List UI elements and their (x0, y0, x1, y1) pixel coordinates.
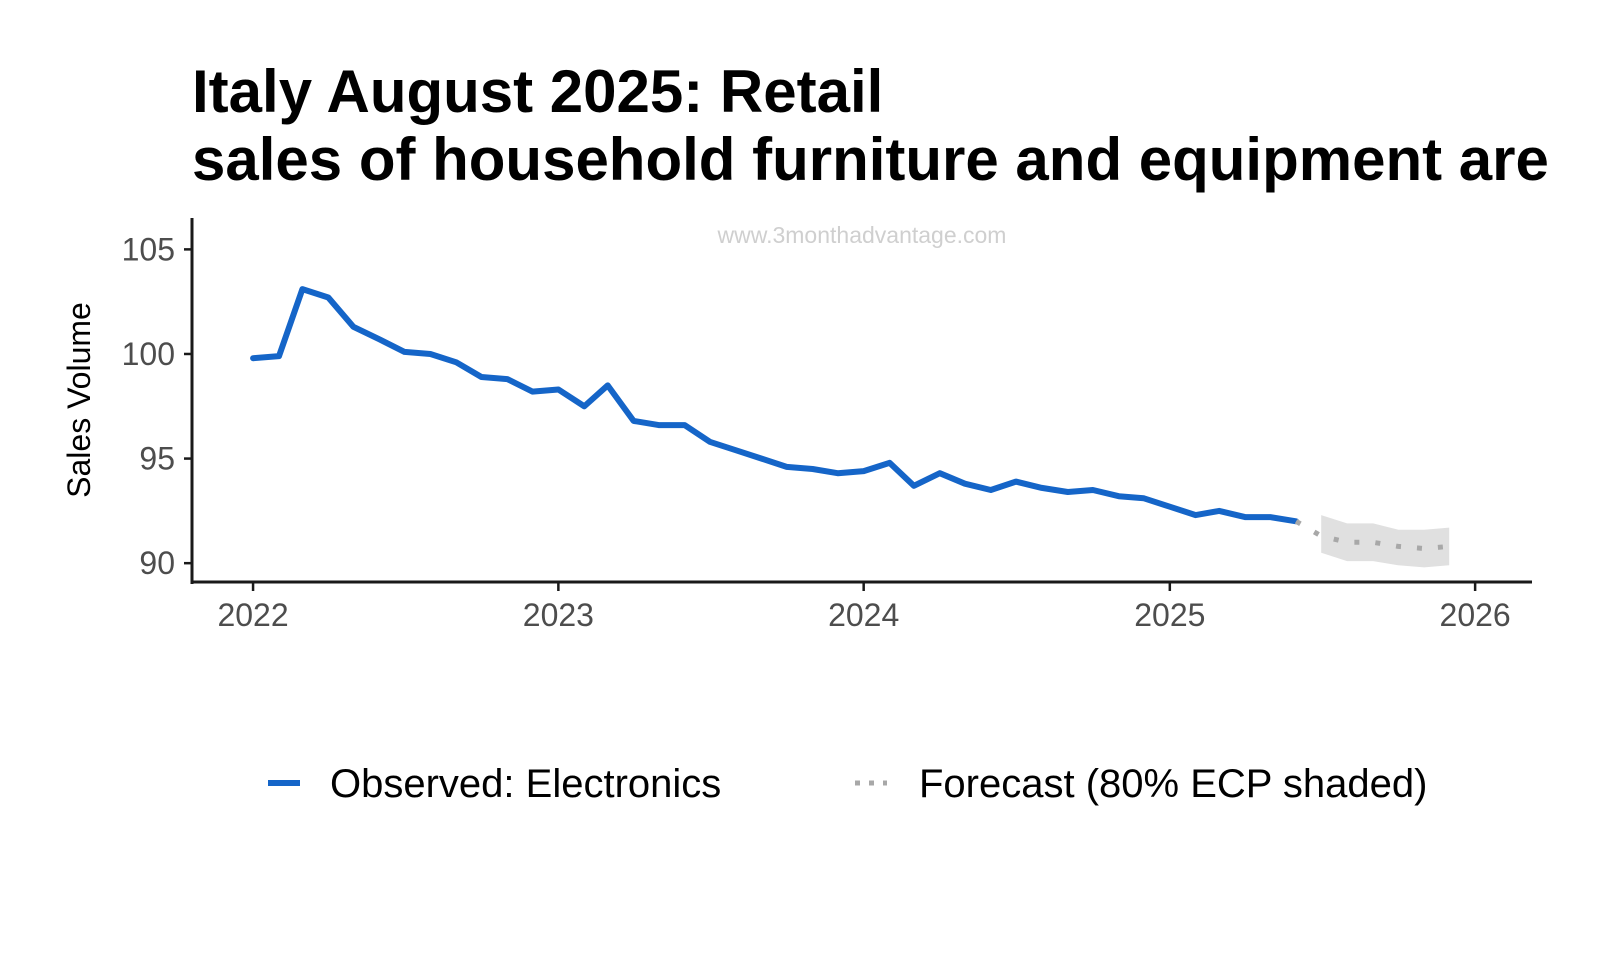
x-tick-label: 2025 (1134, 597, 1205, 633)
legend-label-observed: Observed: Electronics (330, 762, 721, 806)
y-axis-title: Sales Volume (61, 302, 97, 498)
x-tick-label: 2023 (523, 597, 594, 633)
chart-title-line-2: sales of household furniture and equipme… (192, 126, 1549, 193)
x-tick-label: 2024 (828, 597, 899, 633)
x-axis: 2022 2023 2024 2025 2026 (190, 580, 1532, 633)
series-line-observed (250, 286, 1300, 525)
plot-area (250, 286, 1450, 568)
x-tick-label: 2022 (217, 597, 288, 633)
y-tick-label: 100 (122, 336, 175, 372)
y-axis: 90 95 100 105 (122, 218, 194, 584)
legend-label-forecast: Forecast (80% ECP shaded) (919, 762, 1427, 806)
forecast-band (1321, 515, 1450, 568)
watermark: www.3monthadvantage.com (717, 222, 1007, 248)
y-tick-label: 105 (122, 231, 175, 267)
legend: Observed: Electronics Forecast (80% ECP … (268, 762, 1427, 806)
chart-title-line-1: Italy August 2025: Retail (192, 58, 883, 125)
y-tick-label: 90 (139, 545, 175, 581)
y-tick-label: 95 (139, 441, 175, 477)
x-tick-label: 2026 (1440, 597, 1511, 633)
